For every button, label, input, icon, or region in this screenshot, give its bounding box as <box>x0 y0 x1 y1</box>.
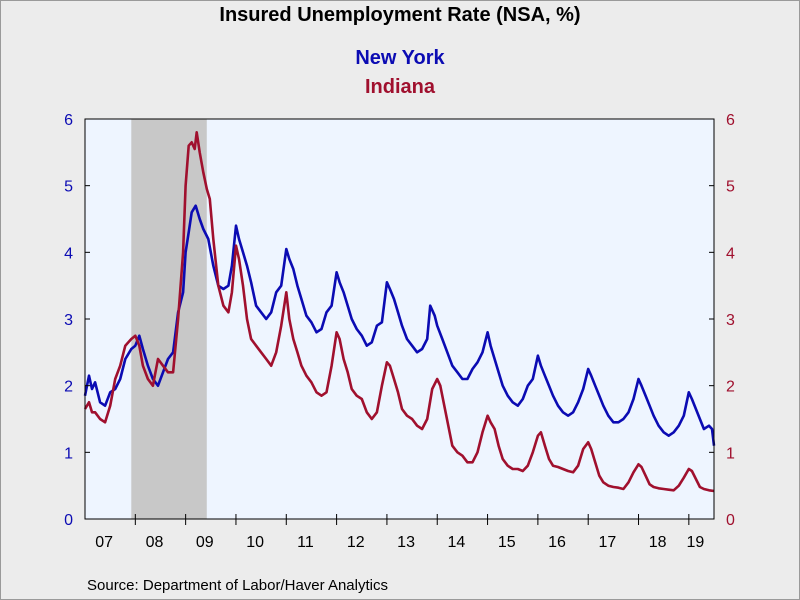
y-right-tick-label: 1 <box>726 445 735 462</box>
y-left-tick-label: 0 <box>64 512 73 529</box>
legend-new-york: New York <box>355 47 445 69</box>
series-line-new-york <box>83 204 716 446</box>
y-right-tick-label: 4 <box>726 245 735 262</box>
x-tick-label: 07 <box>95 534 113 551</box>
legend-indiana: Indiana <box>364 76 435 98</box>
x-tick-label: 19 <box>687 534 705 551</box>
x-tick-label: 08 <box>146 534 164 551</box>
x-tick-label: 15 <box>498 534 516 551</box>
x-tick-label: 09 <box>196 534 214 551</box>
x-tick-label: 13 <box>397 534 415 551</box>
x-tick-label: 11 <box>297 534 314 551</box>
recession-shade <box>131 119 207 519</box>
x-tick-label: 17 <box>598 534 616 551</box>
chart-title: Insured Unemployment Rate (NSA, %) <box>219 4 581 26</box>
y-left-tick-label: 2 <box>64 379 73 396</box>
y-right-tick-label: 6 <box>726 112 735 129</box>
y-right-tick-label: 3 <box>726 312 735 329</box>
x-tick-label: 14 <box>448 534 466 551</box>
y-left-tick-label: 5 <box>64 179 73 196</box>
y-left-tick-label: 6 <box>64 112 73 129</box>
y-left-tick-label: 4 <box>64 245 73 262</box>
x-tick-label: 10 <box>246 534 264 551</box>
y-right-tick-label: 5 <box>726 179 735 196</box>
y-left-tick-label: 1 <box>64 445 73 462</box>
y-left-tick-label: 3 <box>64 312 73 329</box>
y-right-tick-label: 0 <box>726 512 735 529</box>
series-line-indiana <box>83 131 715 493</box>
x-tick-label: 18 <box>649 534 667 551</box>
y-right-tick-label: 2 <box>726 379 735 396</box>
x-tick-label: 12 <box>347 534 365 551</box>
source-note: Source: Department of Labor/Haver Analyt… <box>87 577 388 594</box>
x-tick-label: 16 <box>548 534 566 551</box>
